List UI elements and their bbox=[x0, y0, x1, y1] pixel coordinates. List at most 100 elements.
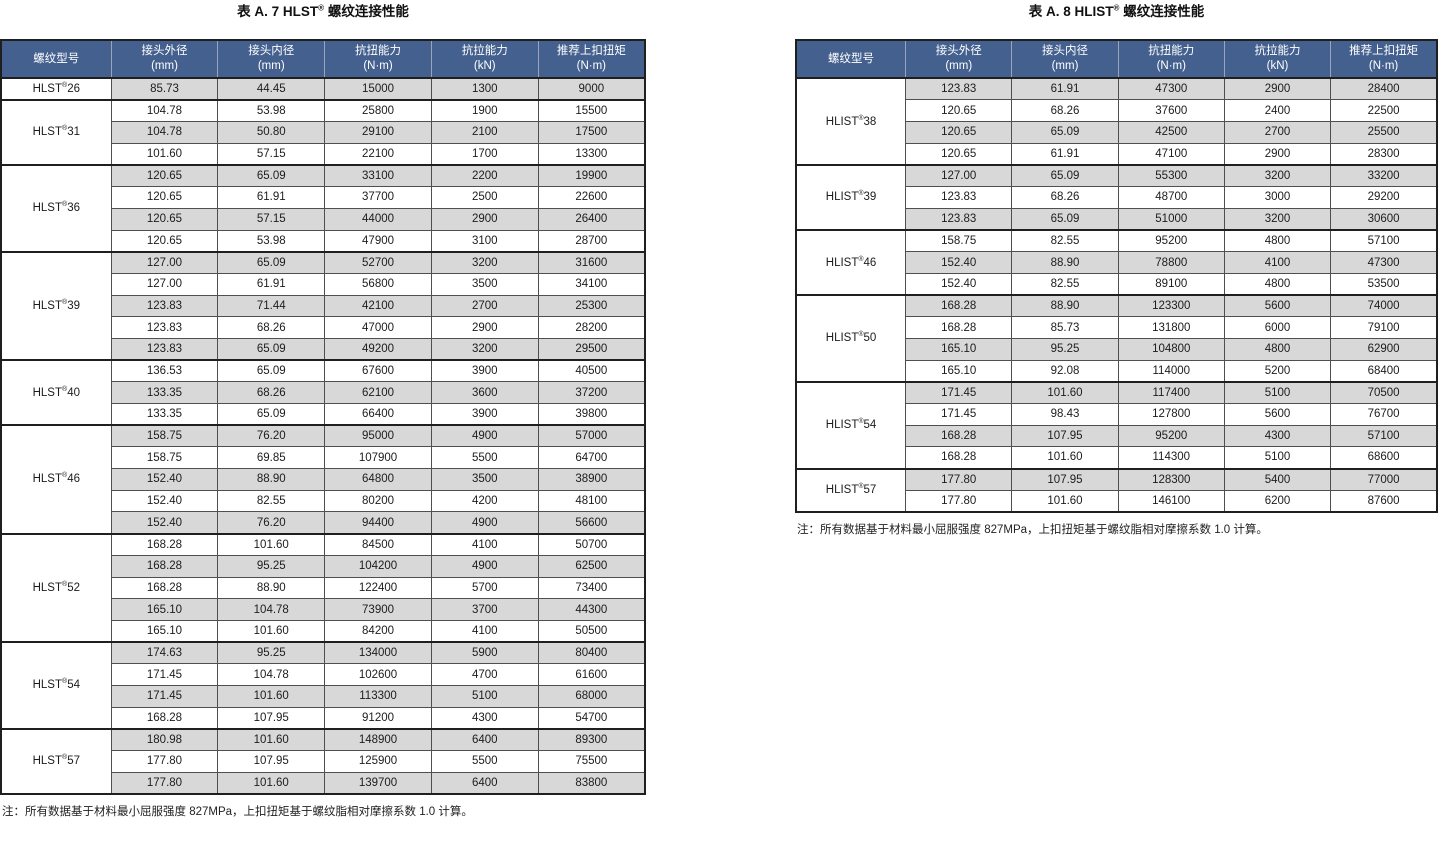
table-cell: 85.73 bbox=[1011, 316, 1119, 339]
table-cell: 168.28 bbox=[110, 576, 219, 600]
table-row: HLIST®54 171.45 101.60 117400 5100 70500 bbox=[795, 380, 1438, 470]
table-cell: 56600 bbox=[537, 511, 646, 535]
table-cell: 171.45 bbox=[905, 403, 1013, 426]
table-cell: 31600 bbox=[537, 250, 646, 274]
table-cell: 29100 bbox=[324, 121, 432, 144]
table-cell: 127.00 bbox=[905, 163, 1013, 188]
table-row: 123.83 68.26 47000 2900 28200 bbox=[1, 316, 646, 339]
table-cell: 42500 bbox=[1117, 121, 1225, 144]
table-cell: 123.83 bbox=[905, 207, 1013, 231]
table-cell: 123.83 bbox=[110, 294, 219, 318]
table-cell: 54700 bbox=[537, 706, 646, 730]
column-header-1: 接头外径 (mm) bbox=[905, 40, 1012, 80]
model-cell: HLST®39 bbox=[0, 250, 112, 361]
table-cell: 127.00 bbox=[110, 250, 219, 274]
table-cell: 3500 bbox=[430, 468, 539, 491]
table-cell: 95.25 bbox=[217, 641, 326, 665]
table-row: HLST®46 158.75 76.20 95000 4900 57000 bbox=[0, 424, 646, 535]
table-cell: 158.75 bbox=[110, 424, 219, 448]
table-cell: 148900 bbox=[324, 727, 432, 751]
table-row: 165.10 95.25 104800 4800 62900 bbox=[796, 337, 1438, 361]
table-row: 120.65 57.15 44000 2900 26400 bbox=[1, 207, 646, 231]
table-cell: 61.91 bbox=[1011, 77, 1119, 101]
table-cell: 177.80 bbox=[110, 771, 219, 795]
table-cell: 95.25 bbox=[1011, 337, 1119, 361]
column-header-4: 抗拉能力 (kN) bbox=[430, 40, 539, 80]
table-cell: 65.09 bbox=[217, 359, 326, 383]
table-cell: 57000 bbox=[537, 424, 646, 448]
table-cell: 65.09 bbox=[217, 163, 326, 188]
registered-mark: ® bbox=[62, 754, 68, 762]
table-cell: 89100 bbox=[1117, 272, 1225, 296]
table-cell: 171.45 bbox=[110, 684, 219, 708]
model-cell: HLIST®57 bbox=[795, 467, 907, 513]
table-cell: 120.65 bbox=[905, 99, 1013, 123]
table-cell: 22100 bbox=[324, 142, 432, 166]
header-row: 螺纹型号 接头外径 (mm) 接头内径 (mm) 抗扭能力 (N·m) 抗拉能力 (kN) 推荐上… bbox=[0, 40, 645, 80]
table-cell: 44000 bbox=[324, 207, 432, 231]
table-cell: 39800 bbox=[537, 403, 646, 426]
table-cell: 67600 bbox=[324, 359, 432, 383]
table-row: 171.45 104.78 102600 4700 61600 bbox=[1, 663, 646, 686]
registered-mark: ® bbox=[858, 190, 864, 198]
table-cell: 85.73 bbox=[110, 77, 219, 101]
table-cell: 34100 bbox=[537, 272, 646, 296]
table-cell: 2200 bbox=[430, 163, 539, 188]
table-cell: 5400 bbox=[1223, 467, 1332, 491]
table-cell: 51000 bbox=[1117, 207, 1225, 231]
table-cell: 33100 bbox=[324, 163, 432, 188]
table-cell: 113300 bbox=[324, 684, 432, 708]
table-cell: 123.83 bbox=[905, 77, 1013, 101]
table-cell: 158.75 bbox=[905, 229, 1013, 253]
column-header-3: 抗扭能力 (N·m) bbox=[324, 40, 432, 80]
table-cell: 123300 bbox=[1117, 294, 1225, 318]
table-cell: 48100 bbox=[537, 489, 646, 513]
table-cell: 128300 bbox=[1117, 467, 1225, 491]
table-row: 152.40 88.90 78800 4100 47300 bbox=[796, 251, 1438, 274]
table-cell: 9000 bbox=[537, 77, 646, 101]
table-cell: 28700 bbox=[537, 229, 646, 253]
table-cell: 120.65 bbox=[110, 207, 219, 231]
table-cell: 15500 bbox=[537, 98, 646, 123]
registered-mark: ® bbox=[858, 483, 864, 491]
table-cell: 2900 bbox=[430, 207, 539, 231]
table-cell: 47000 bbox=[324, 316, 432, 339]
column-header-0: 螺纹型号 bbox=[795, 40, 906, 80]
table-cell: 98.43 bbox=[1011, 403, 1119, 426]
table-cell: 120.65 bbox=[905, 142, 1013, 166]
table-cell: 47900 bbox=[324, 229, 432, 253]
table-row: 120.65 65.09 42500 2700 25500 bbox=[796, 121, 1438, 144]
table-cell: 2900 bbox=[1223, 77, 1332, 101]
table-cell: 84200 bbox=[324, 619, 432, 643]
table-row: 177.80 101.60 139700 6400 83800 bbox=[1, 771, 646, 795]
table-row: HLST®39 127.00 65.09 52700 3200 31600 bbox=[0, 250, 646, 361]
table-cell: 57.15 bbox=[217, 207, 326, 231]
table-row: HLIST®57 177.80 107.95 128300 5400 77000 bbox=[795, 467, 1438, 513]
table-cell: 57100 bbox=[1330, 424, 1438, 448]
table-cell: 2500 bbox=[430, 186, 539, 209]
header-row: 螺纹型号 接头外径 (mm) 接头内径 (mm) 抗扭能力 (N·m) 抗拉能力 (kN) 推荐上… bbox=[795, 40, 1437, 80]
table-cell: 28300 bbox=[1330, 142, 1438, 166]
table-cell: 104.78 bbox=[110, 98, 219, 123]
table-cell: 6200 bbox=[1223, 489, 1332, 513]
registered-mark: ® bbox=[858, 114, 864, 122]
registered-mark: ® bbox=[1113, 3, 1120, 13]
table-row: 168.28 101.60 114300 5100 68600 bbox=[796, 446, 1438, 470]
table-cell: 2100 bbox=[430, 121, 539, 144]
table-cell: 104.78 bbox=[217, 598, 326, 621]
table-cell: 107.95 bbox=[1011, 424, 1119, 448]
table-cell: 117400 bbox=[1117, 380, 1225, 404]
table-row: HLST®54 174.63 95.25 134000 5900 80400 bbox=[0, 641, 646, 730]
table-row: 123.83 65.09 49200 3200 29500 bbox=[1, 337, 646, 361]
table-cell: 73400 bbox=[537, 576, 646, 600]
table-cell: 152.40 bbox=[905, 251, 1013, 274]
table-cell: 4100 bbox=[430, 619, 539, 643]
table-cell: 152.40 bbox=[905, 272, 1013, 296]
table-cell: 101.60 bbox=[1011, 380, 1119, 404]
table-row: 120.65 53.98 47900 3100 28700 bbox=[1, 229, 646, 253]
table-cell: 101.60 bbox=[110, 142, 219, 166]
table-cell: 165.10 bbox=[905, 359, 1013, 383]
table-cell: 1700 bbox=[430, 142, 539, 166]
table-cell: 19900 bbox=[537, 163, 646, 188]
